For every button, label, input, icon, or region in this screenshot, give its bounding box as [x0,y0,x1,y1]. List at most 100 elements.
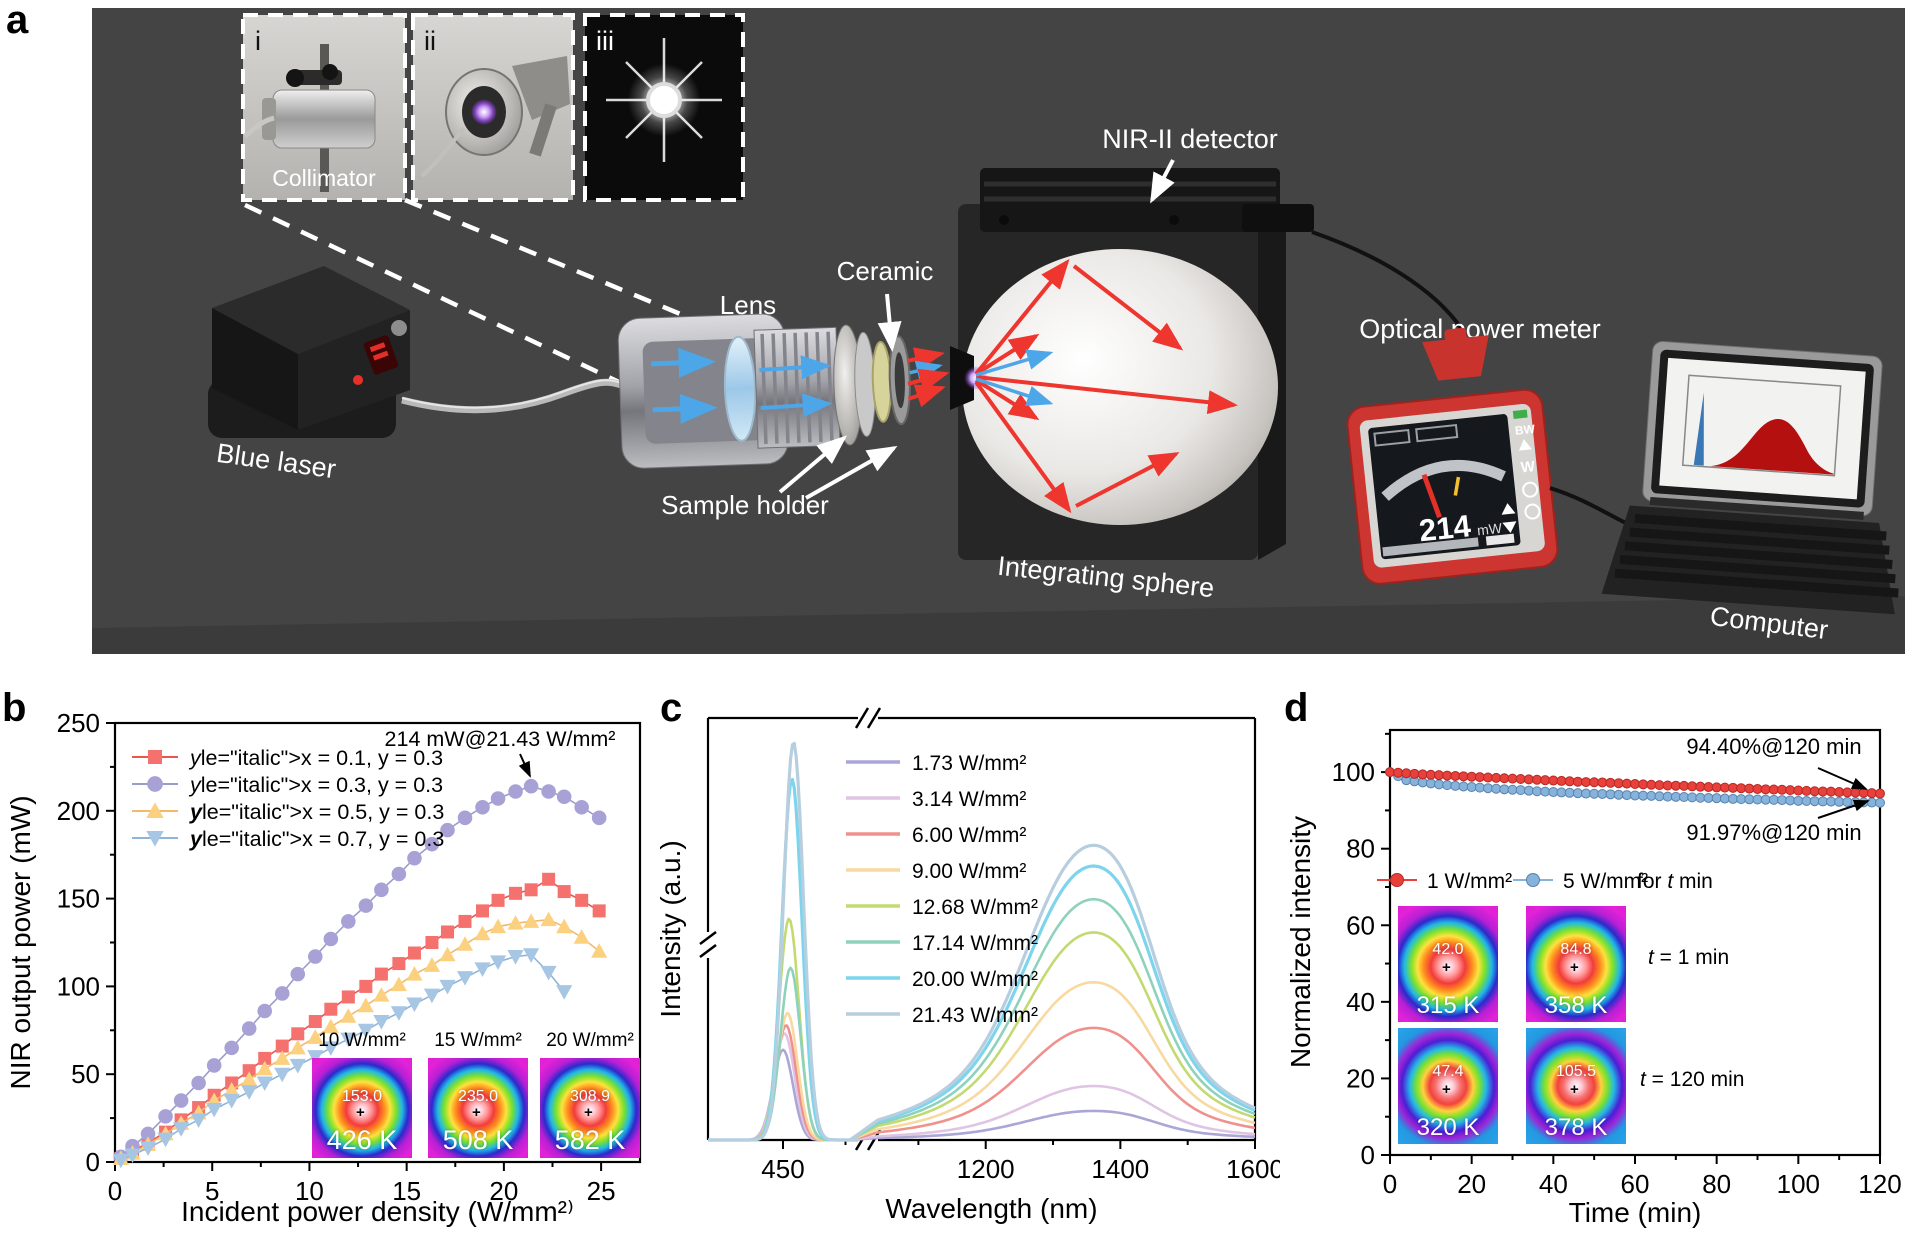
data-point [456,936,474,951]
data-point [1572,776,1583,787]
svg-text:60: 60 [1346,910,1375,940]
svg-text:20: 20 [1346,1063,1375,1093]
data-point [1866,797,1877,808]
data-point [1662,780,1673,791]
meter-reading-unit: mW [1476,520,1503,539]
data-point [1809,786,1820,797]
y-axis-label: Intensity (a.u.) [660,840,686,1017]
data-point [275,1039,289,1053]
panel-c-chart: 450 1200 1400 1600 Wavelength (nm) Intensity … [660,707,1280,1224]
panel-a-schematic: i Collimator ii iii [92,8,1905,654]
data-point [322,1041,339,1056]
data-point [1826,796,1836,807]
data-point [112,1153,129,1169]
data-point [1785,795,1796,806]
data-point [1638,779,1649,790]
data-point [1515,785,1526,796]
spectrum-curve-nir [849,1026,1256,1142]
data-point [556,918,573,934]
svg-text:1200: 1200 [957,1154,1015,1184]
data-point [1662,791,1673,802]
data-point [556,985,573,1000]
axes [1381,732,1881,1164]
data-point [289,1058,306,1074]
legend-label: 3.14 W/mm² [912,788,1026,811]
battery-icon [1512,409,1528,419]
data-point [423,988,441,1004]
fiber-highlight [401,379,625,409]
laser-spot [471,99,497,125]
data-point [357,1023,374,1039]
panel-b-letter: b [2,686,27,730]
data-point [1646,790,1657,801]
data-point [1425,769,1436,780]
data-point [523,778,539,794]
inset-photo-sample-holder: ii [411,13,575,202]
legend-label: 1.73 W/mm² [912,752,1026,775]
data-point [523,948,540,963]
data-point [424,836,440,852]
data-point [1581,777,1591,788]
data-point [1507,784,1518,795]
svg-text:W: W [1520,458,1537,476]
svg-text:1600: 1600 [1226,1154,1280,1184]
data-point [456,971,474,986]
data-point [1728,793,1738,804]
svg-text:40: 40 [1346,987,1375,1017]
legend-label: 1 W/mm² [1427,870,1512,893]
data-point [373,987,390,1002]
data-point [1638,790,1649,801]
data-point [509,886,523,900]
data-point [1532,786,1542,797]
data-point [1605,789,1616,800]
data-point [191,1075,206,1091]
data-point [1670,791,1681,802]
data-point [341,914,356,929]
data-point [1523,774,1534,785]
data-point [1711,793,1722,804]
data-point [1630,778,1640,789]
legend-label: yle="italic">x = 0.5, y = 0.3 [189,800,444,824]
data-point [574,800,589,815]
data-point [1630,790,1640,801]
sample-holder-arrow [805,446,898,500]
data-point [1589,788,1600,799]
data-point [540,965,557,981]
data-point [1466,782,1477,793]
data-point [592,904,606,918]
spectrum-curve-nir [849,981,1256,1142]
data-point [1621,778,1632,789]
series [1385,767,1885,799]
data-point [1450,770,1461,781]
data-point [357,997,374,1013]
svg-text:15: 15 [392,1176,421,1206]
data-point [475,800,490,815]
data-point [274,1050,291,1065]
tick-labels: 0 20 40 60 80 100 120 0 20 40 60 80 100 [1332,757,1902,1199]
data-point [507,950,524,965]
data-point [406,997,423,1013]
spectrum-curve-nir [849,864,1256,1142]
lens-element [723,335,757,442]
ribbed-section [760,331,834,444]
beam-arrow-red [907,384,946,408]
up-arrow-icon [1501,503,1516,515]
panel-d-letter: d [1284,686,1309,730]
data-point [1605,777,1616,788]
data-point [1434,770,1444,781]
ceramic-label: Ceramic [837,256,934,286]
data-point [474,962,491,977]
panel-a-letter: a [6,0,29,42]
data-point [291,1027,305,1041]
floor-shadow [92,596,1905,654]
data-point [274,1067,291,1083]
spectrum-curve-nir [849,843,1256,1142]
spectrum-curve-450nm [708,1048,858,1142]
data-point [323,931,339,947]
data-point [1540,786,1551,797]
data-point [307,1029,324,1044]
data-point [1752,794,1763,805]
svg-text:1400: 1400 [1091,1154,1149,1184]
data-point [391,866,407,882]
data-point [1744,783,1755,794]
